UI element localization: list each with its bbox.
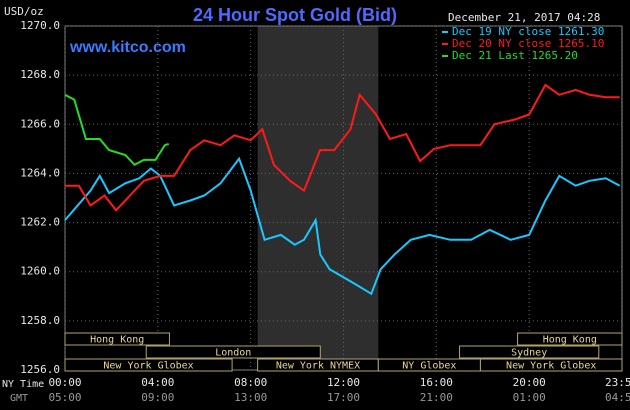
session-label: Hong Kong: [90, 335, 144, 346]
watermark: www.kitco.com: [69, 39, 186, 56]
y-tick-label: 1264.0: [20, 166, 60, 179]
y-tick-label: 1268.0: [20, 68, 60, 81]
x-tick-label: 20:00: [513, 376, 546, 389]
x-tick-label: 00:00: [48, 376, 81, 389]
series-line: [64, 156, 621, 296]
x-tick-label: 12:00: [327, 376, 360, 389]
session-bar: [459, 345, 600, 359]
session-bar: [64, 332, 170, 346]
legend-label: Dec 19 NY close 1261.30: [452, 25, 604, 38]
x2-tick-label: 17:00: [327, 391, 360, 404]
y-tick-label: 1262.0: [20, 216, 60, 229]
session-bar: [479, 358, 623, 372]
y-tick-label: 1258.0: [20, 314, 60, 327]
session-bar: [517, 332, 623, 346]
x-tick-label: 23:59: [605, 376, 630, 389]
session-label: London: [215, 348, 251, 359]
x-tick-label: 16:00: [420, 376, 453, 389]
session-label: NY Globex: [402, 361, 456, 372]
x-row-label: NY Time: [2, 379, 44, 390]
series-line: [64, 93, 170, 167]
session-bar: [145, 345, 321, 359]
x2-tick-label: 01:00: [513, 391, 546, 404]
session-bar: [64, 358, 233, 372]
y-tick-label: 1270.0: [20, 19, 60, 32]
shaded-region: [257, 26, 379, 370]
session-label: New York Globex: [103, 361, 193, 372]
x2-tick-label: 13:00: [234, 391, 267, 404]
x2-row-label: GMT: [10, 393, 28, 404]
y-axis-label: USD/oz: [4, 5, 44, 18]
y-tick-label: 1266.0: [20, 117, 60, 130]
session-label: Hong Kong: [543, 335, 597, 346]
date: December 21, 2017 04:28: [448, 11, 600, 24]
y-tick-label: 1256.0: [20, 363, 60, 376]
x2-tick-label: 21:00: [420, 391, 453, 404]
session-label: Sydney: [511, 348, 547, 359]
x2-tick-label: 04:59: [605, 391, 630, 404]
legend-label: Dec 20 NY close 1265.10: [452, 37, 604, 50]
x2-tick-label: 05:00: [48, 391, 81, 404]
x-tick-label: 04:00: [141, 376, 174, 389]
session-label: New York NYMEX: [276, 361, 360, 372]
series-line: [65, 83, 620, 212]
session-label: New York Globex: [506, 361, 596, 372]
chart-title: 24 Hour Spot Gold (Bid): [193, 5, 397, 25]
x-tick-label: 08:00: [234, 376, 267, 389]
x2-tick-label: 09:00: [141, 391, 174, 404]
legend-label: Dec 21 Last 1265.20: [452, 49, 578, 62]
y-tick-label: 1260.0: [20, 265, 60, 278]
